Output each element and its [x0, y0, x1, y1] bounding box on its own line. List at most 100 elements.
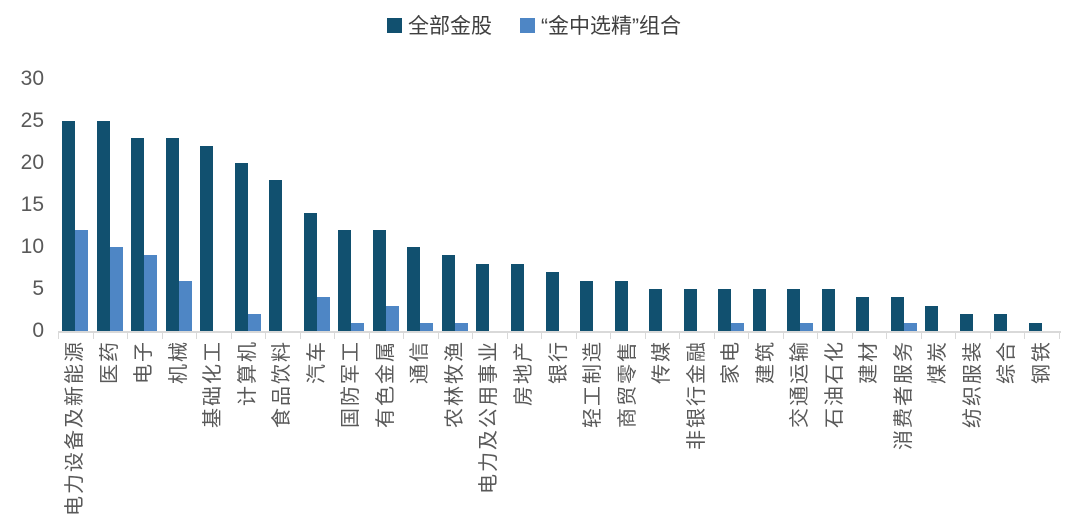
bar-series-all	[994, 314, 1008, 331]
bar-series-select	[800, 322, 814, 331]
bar-series-all	[959, 314, 973, 331]
bar-series-all	[96, 121, 110, 331]
axis-tick	[920, 333, 922, 339]
x-axis-label: 电力及公用事业	[478, 340, 501, 494]
axis-tick	[437, 333, 439, 339]
bar-series-all	[476, 263, 490, 331]
bar-series-select	[454, 322, 468, 331]
axis-tick	[886, 333, 888, 339]
x-axis-label: 非银行金融	[685, 340, 708, 450]
axis-tick	[58, 333, 59, 339]
bar-series-select	[385, 305, 399, 331]
axis-tick	[127, 333, 129, 339]
legend: 全部金股 “金中选精”组合	[0, 10, 1068, 40]
x-axis-label: 有色金属	[374, 340, 397, 428]
axis-tick	[782, 333, 784, 339]
legend-swatch-icon	[520, 17, 535, 33]
axis-tick	[851, 333, 853, 339]
bar-series-all	[580, 280, 594, 331]
y-axis-label: 25	[20, 109, 44, 132]
x-axis-label: 国防军工	[340, 340, 363, 428]
bar-series-select	[109, 247, 123, 331]
x-axis-label: 电力设备及新能源	[64, 340, 87, 516]
axis-tick	[541, 333, 543, 339]
x-axis-label: 家电	[720, 340, 743, 384]
axis-tick	[610, 333, 612, 339]
x-axis-label: 基础化工	[202, 340, 225, 428]
bar-series-select	[75, 230, 89, 331]
legend-label: 全部金股	[408, 15, 492, 38]
axis-tick	[1059, 333, 1060, 339]
bar-series-all	[787, 289, 801, 331]
bar-series-all	[890, 297, 904, 331]
axis-tick	[1024, 333, 1026, 339]
axis-tick	[368, 333, 370, 339]
x-axis-label: 钢铁	[1030, 340, 1053, 384]
bar-series-select	[351, 322, 365, 331]
bar-series-all	[407, 247, 421, 331]
x-axis-label: 轻工制造	[582, 340, 605, 428]
legend-swatch-icon	[387, 17, 402, 33]
x-axis-label: 计算机	[236, 340, 259, 406]
axis-tick	[748, 333, 750, 339]
bar-series-all	[372, 230, 386, 331]
x-axis-label: 传媒	[651, 340, 674, 384]
x-axis-label: 汽车	[305, 340, 328, 384]
x-axis-label: 电子	[133, 340, 156, 384]
legend-item: “金中选精”组合	[520, 10, 681, 40]
bar-series-select	[731, 322, 745, 331]
x-axis-label: 综合	[996, 340, 1019, 384]
x-axis-label: 通信	[409, 340, 432, 384]
axis-tick	[299, 333, 301, 339]
x-axis-label: 消费者服务	[892, 340, 915, 450]
axis-tick	[817, 333, 819, 339]
y-axis-label: 30	[20, 67, 44, 90]
axis-tick	[92, 333, 94, 339]
bar-series-all	[649, 289, 663, 331]
bar-series-all	[752, 289, 766, 331]
legend-item: 全部金股	[387, 10, 492, 40]
x-axis-label: 机械	[167, 340, 190, 384]
axis-tick	[506, 333, 508, 339]
bar-series-all	[62, 121, 76, 331]
bar-series-all	[200, 146, 214, 331]
bar-series-all	[925, 305, 939, 331]
x-axis-label: 建材	[858, 340, 881, 384]
x-axis-label: 食品饮料	[271, 340, 294, 428]
x-axis-label: 医药	[98, 340, 121, 384]
bar-series-select	[178, 280, 192, 331]
axis-tick	[334, 333, 336, 339]
x-axis-label: 房地产	[512, 340, 535, 406]
x-axis-label: 农林牧渔	[443, 340, 466, 428]
bar-series-all	[510, 263, 524, 331]
bar-series-all	[545, 272, 559, 331]
bar-series-all	[269, 179, 283, 331]
x-axis-label: 商贸零售	[616, 340, 639, 428]
y-axis-label: 10	[20, 235, 44, 258]
x-axis-label: 纺织服装	[961, 340, 984, 428]
axis-tick	[644, 333, 646, 339]
bar-series-all	[131, 137, 145, 331]
bar-series-all	[338, 230, 352, 331]
axis-tick	[679, 333, 681, 339]
x-axis-line	[58, 331, 1061, 333]
axis-tick	[196, 333, 198, 339]
x-axis-label: 建筑	[754, 340, 777, 384]
legend-label: “金中选精”组合	[541, 15, 681, 38]
axis-tick	[575, 333, 577, 339]
y-axis-label: 0	[32, 319, 44, 342]
bar-series-all	[303, 213, 317, 331]
bar-series-select	[420, 322, 434, 331]
bar-series-all	[165, 137, 179, 331]
x-axis-label: 交通运输	[789, 340, 812, 428]
axis-tick	[989, 333, 991, 339]
y-axis-label: 15	[20, 193, 44, 216]
axis-tick	[161, 333, 163, 339]
bar-series-all	[718, 289, 732, 331]
bar-series-all	[614, 280, 628, 331]
bar-series-all	[234, 163, 248, 331]
axis-tick	[230, 333, 232, 339]
bar-series-select	[247, 314, 261, 331]
